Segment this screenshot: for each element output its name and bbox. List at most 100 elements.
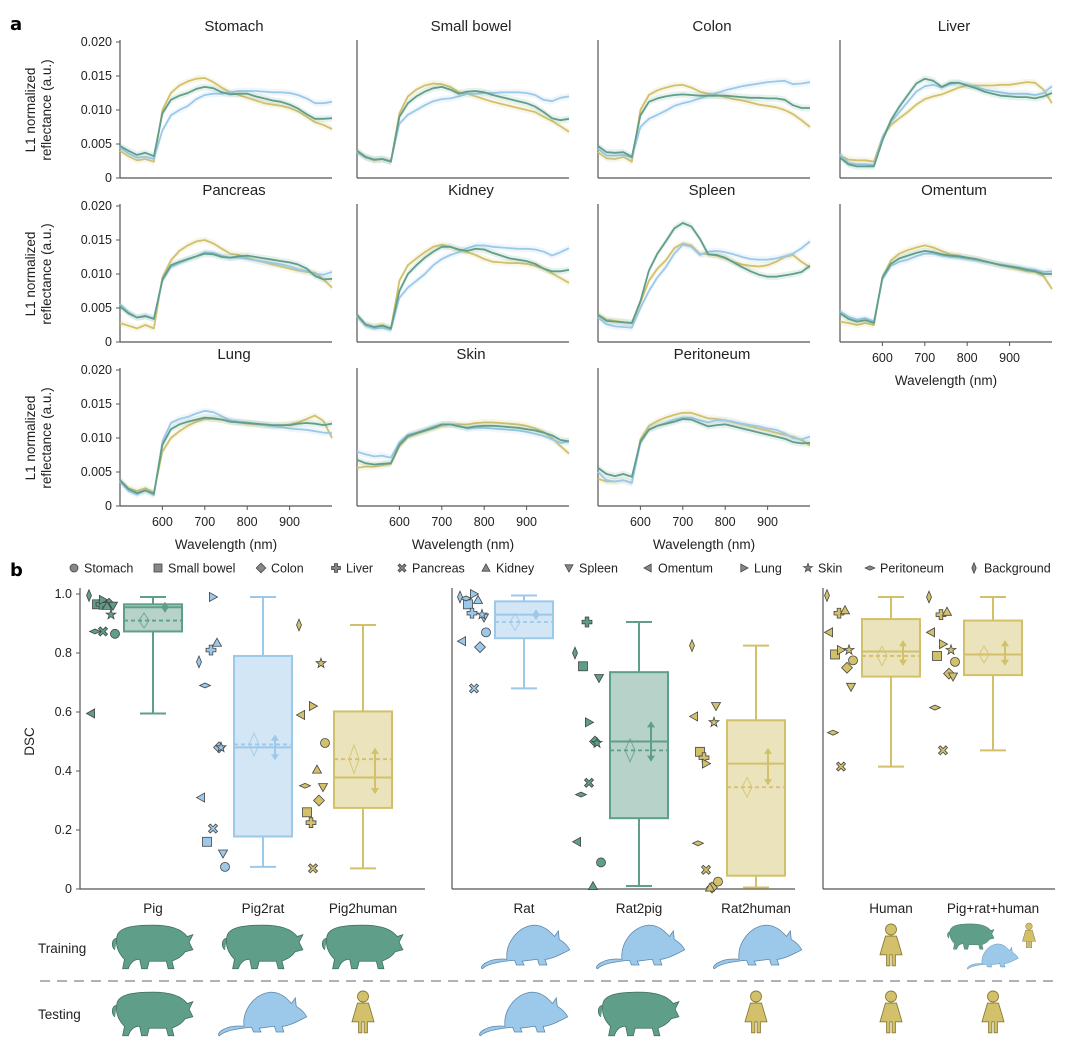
median-ci-arrow-up [1001, 640, 1009, 647]
line-pig [119, 252, 333, 320]
y-tick-label: 0.010 [81, 103, 112, 117]
subplot-spleen: Spleen [597, 182, 811, 343]
rat-body [481, 924, 571, 970]
pig-icon [112, 924, 194, 970]
point-small-bowel [932, 651, 942, 661]
point-omentum [456, 636, 466, 647]
legend-label: Peritoneum [880, 562, 944, 576]
line-rat [356, 91, 570, 162]
median-ci-arrow-up [764, 747, 772, 754]
panel-b-icons: Training Testing [38, 922, 1055, 1037]
point-skin [707, 715, 721, 728]
human-head [357, 990, 369, 1003]
pig-body [112, 991, 194, 1037]
x-tick-label: 900 [279, 515, 300, 529]
legend-label: Lung [754, 562, 782, 576]
point-peritoneum [88, 628, 102, 635]
human-body [879, 1002, 903, 1034]
band-pig [840, 247, 1052, 327]
panel-b-letter: b [10, 560, 23, 581]
median-ci-arrow-up [899, 640, 907, 647]
line-pig [597, 418, 811, 478]
legend-label: Omentum [658, 562, 713, 576]
legend-item-liver: Liver [331, 562, 373, 576]
point-pancreas [937, 745, 949, 756]
legend-label: Colon [271, 562, 304, 576]
pig-body [322, 924, 404, 970]
marker-triangle-down [564, 564, 574, 573]
human-icon [981, 990, 1005, 1034]
subplot-title: Liver [938, 18, 971, 35]
x-tick-label: 700 [914, 351, 935, 365]
median-ci-arrow-down [371, 788, 379, 795]
box-iqr [609, 671, 669, 820]
human-body [351, 1002, 375, 1034]
human-head [885, 923, 897, 936]
band-rat [598, 238, 810, 332]
point-stomach [713, 876, 723, 887]
median-ci-arrow-down [899, 659, 907, 666]
x-axis-label: Wavelength (nm) [412, 537, 514, 552]
point-lung [585, 717, 595, 728]
point-spleen [593, 674, 605, 684]
pig-body [947, 923, 995, 950]
x-axis-label: Wavelength (nm) [175, 537, 277, 552]
human-icon [744, 990, 768, 1034]
band-rat [120, 407, 332, 499]
point-liver [935, 609, 947, 620]
point-omentum [925, 627, 935, 638]
box-human: Human [823, 588, 921, 916]
marker-flat-diamond [864, 565, 876, 571]
point-pancreas [307, 863, 319, 874]
legend-item-colon: Colon [255, 562, 304, 576]
band-pig [120, 250, 332, 323]
point-background [196, 654, 202, 669]
band-human [840, 78, 1052, 166]
point-omentum [195, 792, 205, 803]
subplot-small-bowel: Small bowel [356, 18, 570, 179]
legend-label: Stomach [84, 562, 133, 576]
y-tick-label: 0.015 [81, 69, 112, 83]
legend-label: Skin [818, 562, 842, 576]
marker-diamond [255, 562, 267, 574]
point-small-bowel [202, 836, 212, 847]
point-peritoneum [298, 782, 312, 789]
human-body [879, 935, 903, 967]
y-tick-label: 0.020 [81, 363, 112, 377]
point-kidney [211, 637, 223, 647]
point-liver [305, 817, 317, 828]
b-y-tick-label: 0 [65, 882, 72, 896]
band-pig [357, 243, 569, 332]
point-skin [104, 608, 118, 620]
panel-b: 0 0.2 0.4 0.6 0.8 1.0 DSC Pig Pig2rat Pig2human Ra… [22, 587, 1055, 916]
median-ci-arrow-up [161, 601, 169, 608]
rat-group: Rat Rat2pig Rat2human [456, 588, 791, 916]
b-y-label-text: DSC [22, 727, 37, 756]
b-y-tick-label: 0.8 [55, 646, 72, 660]
mean-ci [509, 612, 521, 632]
point-spleen [947, 672, 959, 682]
point-liver [205, 644, 217, 656]
point-small-bowel [578, 661, 588, 672]
band-pig [120, 414, 332, 498]
b-y-axis-label: DSC [22, 727, 37, 756]
subplot-liver: Liver [839, 18, 1053, 179]
rat-body [967, 943, 1019, 970]
point-pancreas [583, 777, 595, 788]
rat-icon [481, 924, 571, 970]
point-background [86, 588, 92, 603]
mean-ci [624, 737, 636, 763]
x-tick-label: 700 [431, 515, 452, 529]
panel-b-legend: Stomach Small bowel Colon Liver Pancreas Kidn… [69, 562, 1051, 576]
point-spleen [710, 702, 722, 712]
organ-points [688, 638, 723, 894]
box-iqr [861, 618, 921, 678]
legend-item-lung: Lung [740, 562, 782, 576]
subplot-title: Lung [217, 346, 250, 363]
box-pig-rat-human: Pig+rat+human [925, 590, 1039, 916]
organ-points [195, 591, 230, 872]
human-group: Human Pig+rat+human [823, 588, 1039, 916]
band-pig [357, 83, 569, 166]
line-rat [597, 240, 811, 329]
y-label-line1: L1 normalized [23, 396, 38, 481]
